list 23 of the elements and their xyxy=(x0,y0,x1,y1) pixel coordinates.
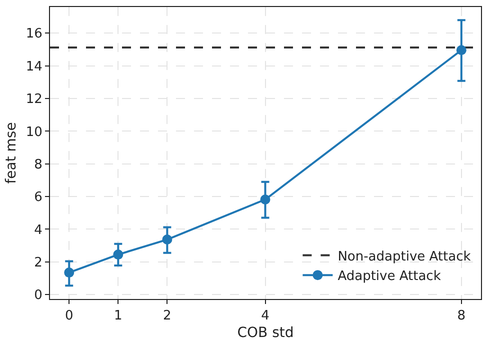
y-tick-label: 8 xyxy=(34,157,42,172)
x-tick-label: 8 xyxy=(457,308,466,324)
point xyxy=(64,268,74,278)
point xyxy=(456,45,466,56)
point xyxy=(113,250,124,260)
y-tick-label: 10 xyxy=(26,124,42,140)
y-tick-label: 6 xyxy=(34,190,42,206)
y-tick-label: 12 xyxy=(26,92,42,108)
y-axis-title: feat mse xyxy=(3,122,20,184)
y-tick-label: 16 xyxy=(26,26,42,42)
point xyxy=(162,234,172,245)
point xyxy=(260,194,270,204)
x-tick-label: 1 xyxy=(114,308,122,324)
legend-label: Adaptive Attack xyxy=(338,269,442,284)
y-tick-label: 4 xyxy=(34,222,42,238)
y-tick-label: 0 xyxy=(34,288,42,304)
legend-label: Non-adaptive Attack xyxy=(338,249,472,264)
y-tick-label: 14 xyxy=(26,59,42,74)
y-tick-label: 2 xyxy=(34,255,42,270)
x-tick-label: 0 xyxy=(64,308,74,324)
x-axis-title: COB std xyxy=(237,324,294,341)
x-tick-label: 4 xyxy=(261,308,270,324)
x-tick-label: 2 xyxy=(163,308,172,324)
